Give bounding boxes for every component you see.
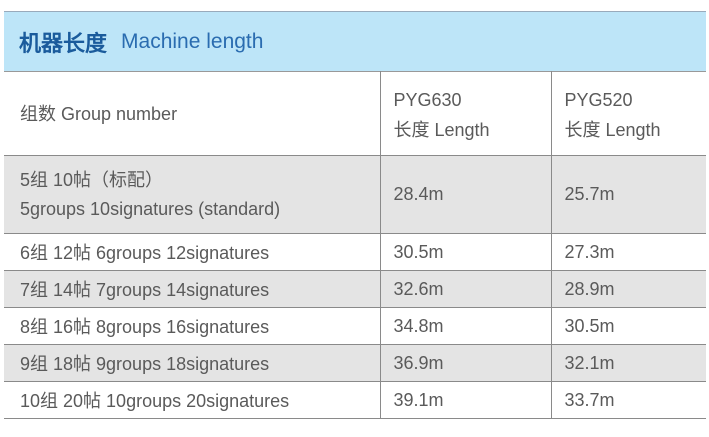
pyg630-cell: 36.9m xyxy=(379,344,551,382)
title-english: Machine length xyxy=(121,29,264,53)
section-title-band: 机器长度 Machine length xyxy=(4,11,706,72)
table-row: 6组 12帖 6groups 12signatures 30.5m 27.3m xyxy=(4,233,706,271)
header-model: PYG520 xyxy=(564,90,633,110)
table-header-row: 组数 Group number PYG630 长度 Length PYG520 长度… xyxy=(4,71,706,156)
pyg630-cell: 39.1m xyxy=(379,381,551,419)
header-pyg520: PYG520 长度 Length xyxy=(550,71,706,156)
header-pyg630: PYG630 长度 Length xyxy=(379,71,551,156)
pyg520-cell: 27.3m xyxy=(550,233,706,271)
pyg520-cell: 33.7m xyxy=(550,381,706,419)
table-row: 5组 10帖（标配） 5groups 10signatures (standard… xyxy=(4,155,706,234)
group-cell: 6组 12帖 6groups 12signatures xyxy=(4,233,380,271)
pyg520-cell: 32.1m xyxy=(550,344,706,382)
header-length: 长度 Length xyxy=(564,120,661,140)
group-cell: 7组 14帖 7groups 14signatures xyxy=(4,270,380,308)
group-cell: 5组 10帖（标配） 5groups 10signatures (standard… xyxy=(4,155,380,234)
title-chinese: 机器长度 xyxy=(19,30,108,56)
pyg630-cell: 28.4m xyxy=(379,155,551,234)
header-length: 长度 Length xyxy=(393,120,490,140)
table-row: 8组 16帖 8groups 16signatures 34.8m 30.5m xyxy=(4,307,706,345)
pyg520-cell: 25.7m xyxy=(550,155,706,234)
group-cell: 9组 18帖 9groups 18signatures xyxy=(4,344,380,382)
group-cell: 8组 16帖 8groups 16signatures xyxy=(4,307,380,345)
header-model: PYG630 xyxy=(393,90,462,110)
header-group: 组数 Group number xyxy=(4,71,380,156)
pyg630-cell: 34.8m xyxy=(379,307,551,345)
pyg520-cell: 30.5m xyxy=(550,307,706,345)
pyg630-cell: 32.6m xyxy=(379,270,551,308)
pyg630-cell: 30.5m xyxy=(379,233,551,271)
group-en: 5groups 10signatures (standard) xyxy=(20,198,281,219)
table-row: 10组 20帖 10groups 20signatures 39.1m 33.7… xyxy=(4,381,706,419)
table-row: 9组 18帖 9groups 18signatures 36.9m 32.1m xyxy=(4,344,706,382)
group-cell: 10组 20帖 10groups 20signatures xyxy=(4,381,380,419)
machine-length-table: 组数 Group number PYG630 长度 Length PYG520 长度… xyxy=(4,71,706,419)
group-cn: 5组 10帖（标配） xyxy=(20,169,164,190)
table-row: 7组 14帖 7groups 14signatures 32.6m 28.9m xyxy=(4,270,706,308)
pyg520-cell: 28.9m xyxy=(550,270,706,308)
